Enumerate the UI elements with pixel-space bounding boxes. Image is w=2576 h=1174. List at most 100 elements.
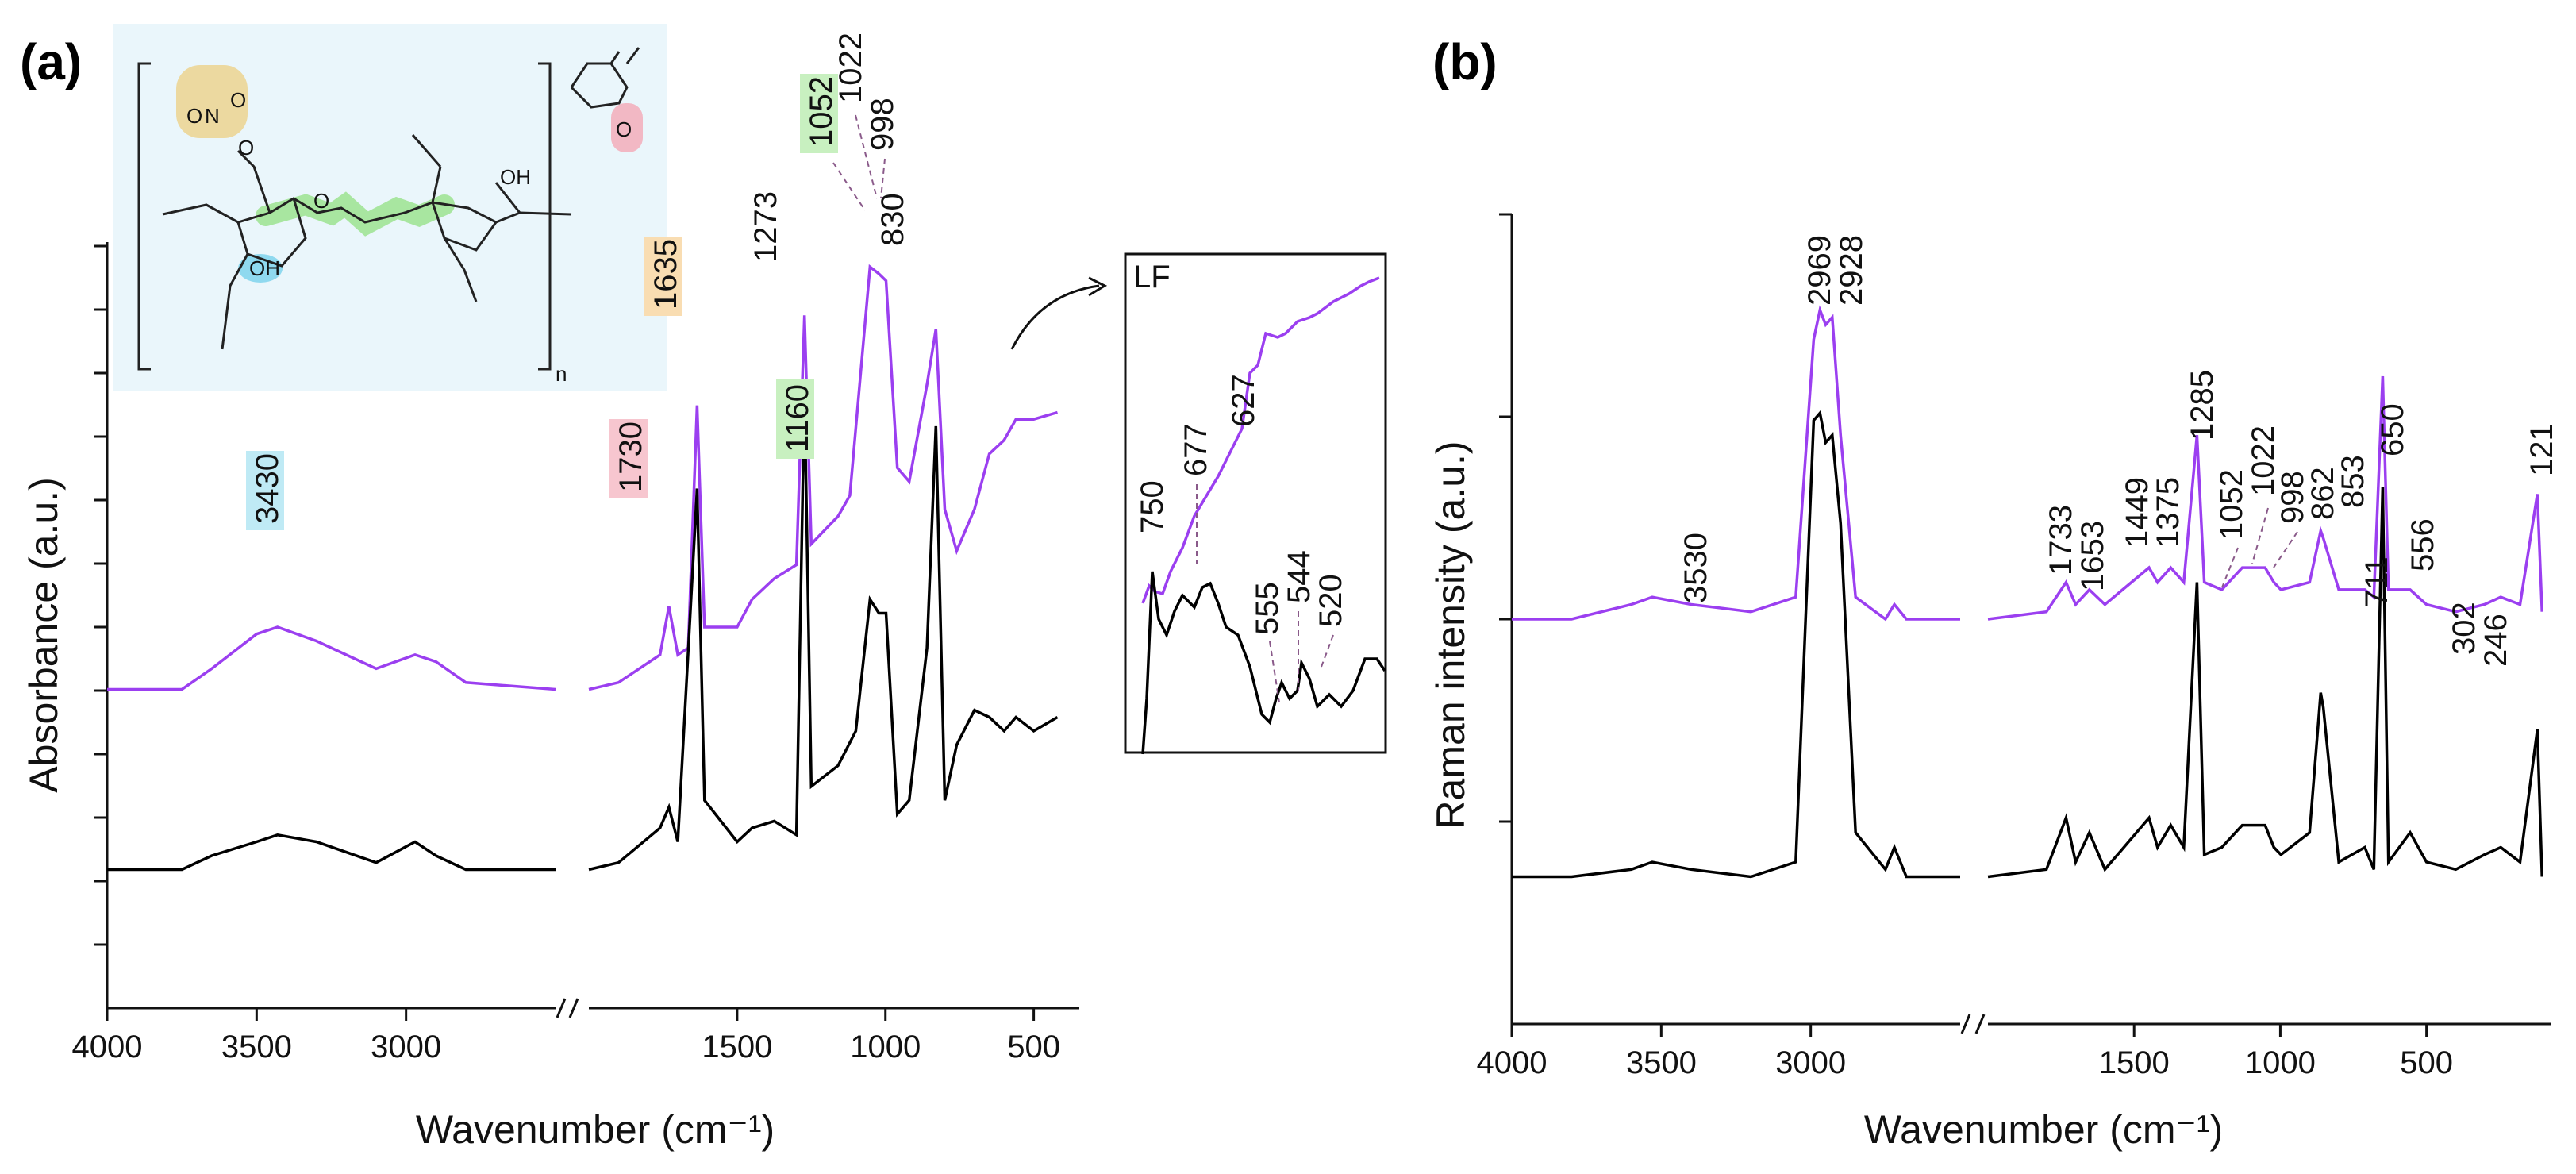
series-line-purple-high (107, 625, 556, 691)
x-tick-label: 3000 (1775, 1045, 1846, 1080)
inset-trace-black (1141, 571, 1386, 755)
series-line-purple-high (1512, 305, 1960, 622)
peak-label: 1052 (804, 76, 839, 147)
peak-label: 650 (2375, 403, 2410, 456)
peak-label-highlight (246, 451, 284, 530)
x-ticks-b: 4000 3500 3000 1500 1000 500 (1477, 1024, 2453, 1080)
peak-label: 2928 (1834, 235, 1869, 306)
peak-label: 1022 (2246, 425, 2281, 496)
axes-a: 4000 3500 3000 1500 1000 500 Absorbance (a.u.… (21, 33, 1079, 1152)
inset-title: LF (1133, 260, 1171, 294)
peak-label: 302 (2447, 602, 2482, 655)
traces-b (1512, 305, 2543, 879)
atom-label-o3: O (238, 136, 254, 160)
atom-label-o: O (186, 104, 202, 128)
axis-break-b (1960, 1014, 1986, 1034)
peak-label-highlight (609, 419, 648, 498)
axis-break-a (556, 998, 579, 1018)
bracket-right (538, 62, 552, 371)
peak-label: 830 (875, 193, 910, 246)
x-tick-label: 4000 (72, 1030, 143, 1064)
x-tick-label: 500 (2400, 1045, 2453, 1080)
series-line-black-high (1512, 410, 1960, 879)
axes-b: 4000 3500 3000 1500 1000 500 Raman intensity … (1428, 213, 2559, 1152)
x-tick-label: 3500 (1626, 1045, 1697, 1080)
peak-leader-lines-b (2221, 507, 2298, 588)
x-tick-label: 1500 (702, 1030, 772, 1064)
structure-inset: O N O O O OH OH O n (113, 24, 667, 391)
peak-label: 1449 (2120, 477, 2155, 548)
x-axis-title-a: Wavenumber (cm⁻¹) (416, 1107, 775, 1152)
atom-label-carbonyl-o: O (616, 117, 632, 141)
ring-bonds (236, 198, 498, 268)
peak-label: 3430 (250, 453, 285, 524)
x-ticks-a: 4000 3500 3000 1500 1000 500 (72, 1008, 1060, 1064)
camphor-bonds (570, 47, 640, 109)
atom-label-oh2: OH (500, 165, 531, 189)
atom-label-o2: O (230, 88, 246, 112)
peak-label: 1635 (648, 239, 683, 310)
y-ticks-b (1499, 213, 1512, 823)
peak-label: 556 (2405, 518, 2440, 572)
inset-arrow (1010, 284, 1100, 350)
inset-arrowhead (1088, 276, 1108, 297)
peak-label: 1273 (748, 191, 783, 262)
peak-leader-lines (832, 114, 886, 211)
y-axis-title-b: Raman intensity (a.u.) (1428, 441, 1473, 829)
nitrate-highlight (176, 65, 248, 138)
x-axis-title-b: Wavenumber (cm⁻¹) (1864, 1107, 2223, 1152)
inset-trace-purple (1141, 276, 1380, 604)
peak-label: 246 (2478, 614, 2513, 667)
series-line-black-low (588, 391, 1059, 872)
peak-label: 1160 (780, 384, 815, 452)
peak-label: 998 (865, 98, 900, 151)
y-axis-title-a: Absorbance (a.u.) (21, 477, 66, 792)
panel-label-b: (b) (1432, 33, 1498, 90)
peak-label: 1285 (2185, 370, 2220, 441)
atom-label-n: N (205, 104, 220, 128)
x-tick-label: 500 (1007, 1030, 1060, 1064)
inset-peak-label: 627 (1226, 374, 1261, 427)
peak-label: 1733 (2043, 505, 2078, 575)
x-tick-label: 3000 (371, 1030, 441, 1064)
cellulose-backbone (162, 197, 572, 224)
x-tick-label: 1000 (2245, 1045, 2316, 1080)
bracket-left (137, 62, 151, 371)
peak-label: 998 (2275, 471, 2310, 524)
peak-label: 1653 (2075, 521, 2110, 591)
peak-label-highlight (800, 74, 838, 153)
inset-peak-label: 555 (1250, 582, 1285, 635)
peak-label: 1052 (2214, 469, 2249, 540)
peak-label-highlight (776, 379, 814, 459)
peak-label: 1730 (613, 421, 648, 492)
peak-label: 2969 (1802, 235, 1837, 306)
peak-label: 1375 (2151, 477, 2186, 548)
peak-label: 853 (2336, 455, 2370, 508)
atom-label-oh: OH (249, 256, 280, 280)
substituent-bonds (221, 134, 521, 350)
atom-label-ring-o: O (313, 189, 329, 213)
peak-label: 862 (2305, 467, 2340, 520)
panel-label-a: (a) (20, 33, 82, 90)
inset-peak-label: 544 (1282, 550, 1317, 603)
inset-peak-label: 677 (1178, 423, 1213, 476)
x-tick-label: 4000 (1477, 1045, 1548, 1080)
y-ticks-a (94, 244, 107, 946)
x-tick-label: 1500 (2099, 1045, 2170, 1080)
series-line-black-low (1987, 487, 2543, 879)
peak-label: 1022 (833, 33, 868, 103)
peak-label: 711 (2359, 556, 2394, 607)
glycosidic-highlight (256, 191, 455, 237)
carbonyl-highlight (611, 103, 643, 152)
inset-peak-label: 520 (1313, 574, 1348, 627)
peak-label-highlight (644, 237, 682, 316)
inset-leader-lines (1196, 484, 1334, 703)
inset-peak-label: 750 (1135, 480, 1170, 533)
x-tick-label: 3500 (221, 1030, 292, 1064)
traces-a (107, 264, 1059, 872)
